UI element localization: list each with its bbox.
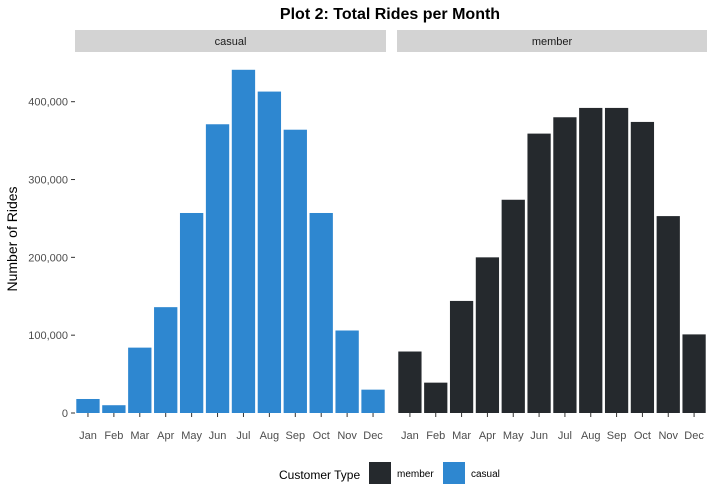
x-tick-label: Nov	[337, 430, 357, 442]
bar-member-nov	[656, 216, 680, 413]
x-tick-label: May	[503, 430, 524, 442]
x-tick-label: Jul	[236, 430, 250, 442]
legend-items: member casual	[369, 462, 500, 484]
y-axis: 0 100,000 200,000 300,000 400,000	[28, 97, 75, 420]
x-tick-label: Jun	[530, 430, 548, 442]
y-tick-label: 0	[62, 408, 68, 420]
legend-swatch-member	[369, 462, 391, 484]
bar-member-oct	[630, 121, 655, 414]
facet-strip	[75, 30, 386, 52]
facet-panel-casual: casual Jan Feb Mar Apr May Jun Jul Aug Sep Oct Nov D…	[75, 30, 386, 442]
bar-member-jul	[553, 117, 577, 414]
bar-casual-jan	[76, 398, 100, 413]
bar-casual-jun	[205, 124, 230, 413]
bar-casual-nov	[335, 330, 359, 413]
facet-strip-label: member	[532, 36, 573, 48]
x-tick-label: Feb	[426, 430, 445, 442]
x-tick-label: Jan	[79, 430, 97, 442]
bar-member-apr	[475, 257, 500, 413]
y-tick-label: 100,000	[28, 330, 68, 342]
legend-title: Customer Type	[279, 468, 360, 482]
bar-member-jun	[527, 133, 551, 413]
bar-casual-mar	[128, 347, 152, 413]
bar-casual-aug	[257, 91, 282, 414]
bar-casual-dec	[361, 389, 385, 413]
legend-label-member: member	[397, 469, 434, 480]
facet-panels: casual Jan Feb Mar Apr May Jun Jul Aug Sep Oct Nov D…	[75, 30, 707, 442]
y-axis-label: Number of Rides	[4, 186, 20, 291]
x-tick-label: Oct	[313, 430, 330, 442]
legend-swatch-casual	[443, 462, 465, 484]
x-tick-label: Mar	[130, 430, 149, 442]
x-tick-label: Sep	[607, 430, 627, 442]
legend-label-casual: casual	[471, 469, 500, 480]
x-tick-label: Jun	[209, 430, 227, 442]
x-tick-label: Feb	[104, 430, 123, 442]
bar-member-may	[501, 199, 525, 413]
bar-member-sep	[604, 107, 629, 413]
x-tick-label: Nov	[658, 430, 678, 442]
bar-member-feb	[424, 382, 448, 413]
bar-member-mar	[449, 300, 474, 413]
bar-member-aug	[579, 107, 603, 413]
bar-casual-oct	[309, 212, 333, 413]
x-tick-label: Aug	[581, 430, 601, 442]
bar-casual-sep	[283, 129, 307, 413]
bar-member-jan	[398, 351, 422, 413]
legend: Customer Type member casual	[279, 462, 500, 484]
x-tick-label: Dec	[363, 430, 383, 442]
bar-casual-feb	[102, 405, 126, 413]
y-tick-label: 400,000	[28, 97, 68, 109]
x-tick-label: Jan	[401, 430, 419, 442]
chart-title: Plot 2: Total Rides per Month	[280, 6, 500, 23]
facet-strip	[397, 30, 707, 52]
x-tick-label: Apr	[479, 430, 496, 442]
y-tick-label: 300,000	[28, 175, 68, 187]
x-tick-label: Apr	[157, 430, 174, 442]
x-tick-label: Jul	[558, 430, 572, 442]
bar-casual-may	[179, 212, 204, 413]
x-tick-label: Dec	[684, 430, 704, 442]
bar-casual-jul	[231, 69, 256, 413]
facet-panel-member: member Jan Feb Mar Apr May Jun Jul Aug Sep Oct Nov D…	[397, 30, 707, 442]
x-tick-label: Sep	[286, 430, 306, 442]
bar-member-dec	[682, 334, 706, 413]
x-tick-label: Aug	[260, 430, 280, 442]
y-tick-label: 200,000	[28, 252, 68, 264]
bar-casual-apr	[154, 307, 178, 413]
x-tick-label: May	[181, 430, 202, 442]
x-tick-label: Mar	[452, 430, 471, 442]
facet-strip-label: casual	[215, 36, 247, 48]
x-tick-label: Oct	[634, 430, 651, 442]
